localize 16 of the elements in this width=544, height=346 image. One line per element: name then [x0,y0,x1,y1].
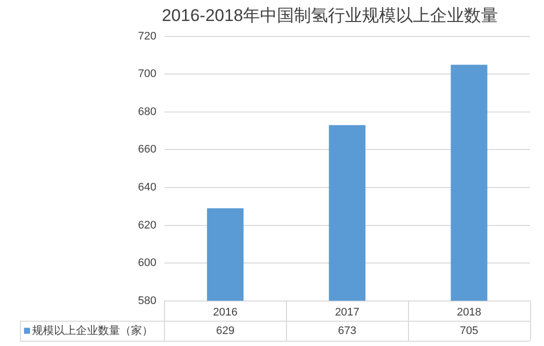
legend-label: 规模以上企业数量（家） [32,324,153,337]
y-tick-label: 580 [138,294,156,307]
x-tick-label: 2018 [456,306,482,318]
y-tick-label: 720 [138,30,156,42]
y-tick-label: 660 [138,144,156,156]
y-tick-label: 620 [138,219,156,232]
y-tick-label: 600 [138,257,156,270]
data-label: 629 [216,324,234,337]
data-label: 673 [338,324,356,337]
y-tick-label: 700 [138,68,156,80]
y-tick-label: 640 [138,182,156,194]
data-label: 705 [460,324,478,337]
x-tick-label: 2016 [213,306,238,318]
x-tick-label: 2017 [334,306,360,318]
chart-title: 2016-2018年中国制氢行业规模以上企业数量 [162,6,498,25]
y-tick-label: 680 [138,106,156,118]
